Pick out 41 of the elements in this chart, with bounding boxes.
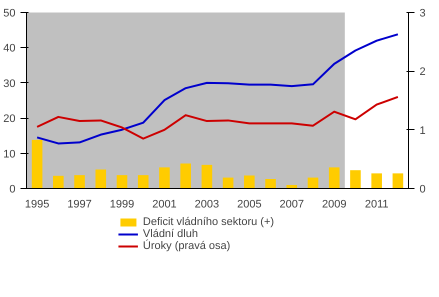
- bar: [116, 175, 128, 188]
- x-tick-label: 2005: [237, 198, 262, 210]
- legend-label: Deficit vládního sektoru (+): [142, 216, 274, 228]
- y-tick-label: 40: [3, 42, 16, 55]
- bar: [180, 164, 191, 188]
- bar: [371, 173, 382, 188]
- bar: [74, 175, 85, 188]
- y2-tick-label: 2: [420, 66, 426, 78]
- bar: [328, 167, 340, 188]
- bar: [95, 169, 106, 188]
- bar: [350, 170, 361, 188]
- y-tick-label: 0: [9, 184, 16, 196]
- x-tick-label: 1999: [110, 198, 134, 210]
- bar: [222, 178, 234, 188]
- y2-tick-label: 3: [420, 8, 426, 20]
- bar: [202, 164, 212, 188]
- legend-label: Úroky (pravá osa): [142, 240, 230, 252]
- x-tick-label: 2011: [364, 198, 388, 210]
- legend-label: Vládní dluh: [142, 228, 198, 240]
- y-tick-label: 10: [3, 148, 16, 160]
- bar: [53, 176, 64, 188]
- x-tick-label: 2007: [280, 198, 304, 210]
- x-tick-label: 2003: [194, 198, 220, 210]
- bar: [308, 178, 318, 188]
- y-tick-label: 30: [3, 78, 16, 90]
- x-tick-label: 1997: [67, 198, 92, 210]
- line-series: [36, 96, 399, 140]
- x-tick-label: 1995: [24, 198, 50, 210]
- bar: [138, 175, 149, 188]
- y2-tick-label: 0: [420, 184, 426, 196]
- y-tick-label: 20: [3, 113, 16, 126]
- y-tick-label: 50: [3, 8, 16, 20]
- bar: [265, 178, 276, 188]
- y2-tick-label: 1: [420, 124, 426, 137]
- bar: [244, 175, 255, 188]
- bar: [32, 140, 42, 188]
- bar: [159, 167, 170, 188]
- x-tick-label: 2001: [152, 198, 177, 210]
- bar: [392, 173, 404, 188]
- x-tick-label: 2009: [322, 198, 346, 210]
- line-series: [36, 33, 399, 144]
